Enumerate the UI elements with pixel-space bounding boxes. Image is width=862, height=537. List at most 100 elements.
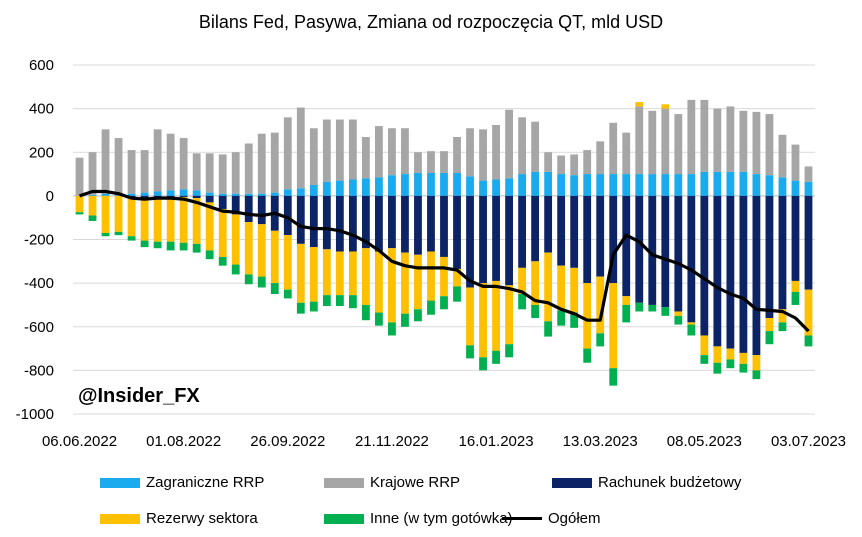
bar-inne [700, 355, 709, 364]
bar-krajowe [309, 128, 318, 185]
bar-rezerwy [127, 196, 136, 237]
bar-inne [127, 236, 136, 241]
chart-title: Bilans Fed, Pasywa, Zmiana od rozpoczęci… [198, 12, 664, 32]
bar-zagraniczne [257, 193, 266, 196]
bar-zagraniczne [648, 174, 657, 196]
bar-rezerwy [791, 280, 800, 292]
bar-rezerwy [544, 252, 553, 322]
bar-zagraniczne [674, 174, 683, 196]
legend-label: Rezerwy sektora [146, 510, 258, 527]
bar-krajowe [713, 108, 722, 172]
bar-krajowe [218, 154, 227, 194]
bar-inne [427, 300, 435, 315]
bar-krajowe [205, 153, 214, 193]
bar-zagraniczne [401, 174, 409, 196]
bar-krajowe [414, 152, 422, 173]
bar-inne [114, 231, 123, 236]
bar-rachunek [635, 195, 644, 303]
bar-inne [804, 335, 813, 347]
legend-zagraniczne: Zagraniczne RRP [100, 474, 264, 491]
bar-rezerwy [244, 222, 253, 275]
bar-rachunek [335, 195, 344, 252]
bar-rachunek [466, 195, 474, 288]
legend-swatch [100, 513, 140, 524]
y-tick-label: 600 [29, 57, 54, 74]
bar-rezerwy [296, 243, 305, 303]
bar-rachunek [765, 195, 774, 319]
y-tick-label: -200 [24, 232, 54, 249]
bar-rachunek [361, 195, 370, 249]
bar-rezerwy [153, 199, 162, 242]
bar-inne [765, 331, 774, 345]
bar-rezerwy [531, 261, 540, 305]
total-line [78, 189, 810, 333]
bar-zagraniczne [778, 177, 787, 196]
bar-rezerwy [635, 102, 644, 107]
bar-rachunek [609, 195, 618, 284]
bar-krajowe [322, 119, 331, 182]
bar-inne [479, 357, 487, 371]
bar-zagraniczne [88, 194, 97, 196]
bar-inne [739, 363, 748, 373]
bar-rezerwy [166, 198, 175, 242]
bar-inne [791, 291, 800, 305]
legend-inne: Inne (w tym gotówka) [324, 510, 513, 527]
bar-inne [778, 322, 787, 332]
bar-rachunek [804, 195, 813, 290]
bar-inne [713, 362, 722, 374]
bar-zagraniczne [518, 174, 527, 196]
bar-rachunek [596, 195, 605, 277]
bar-inne [140, 240, 149, 248]
bar-rezerwy [231, 214, 240, 265]
bar-inne [674, 315, 683, 325]
bar-krajowe [765, 114, 774, 176]
bar-zagraniczne [283, 189, 292, 196]
x-tick-label: 01.08.2022 [146, 433, 221, 450]
bar-inne [726, 359, 735, 369]
bar-zagraniczne [635, 174, 644, 196]
y-axis: 600 400 200 0 -200 -400 -600 -800 -1000 [16, 57, 54, 423]
bar-zagraniczne [140, 192, 149, 196]
bar-krajowe [388, 128, 396, 176]
bar-rachunek [140, 195, 149, 199]
bar-rachunek [531, 195, 540, 262]
bar-krajowe [270, 132, 279, 193]
bar-rezerwy [804, 289, 813, 336]
bar-zagraniczne [192, 190, 201, 196]
bar-krajowe [726, 106, 735, 172]
bar-inne [375, 312, 383, 326]
x-axis: 06.06.2022 01.08.2022 26.09.2022 21.11.2022… [42, 433, 846, 450]
bar-rezerwy [257, 224, 266, 277]
bar-krajowe [75, 157, 84, 196]
bar-inne [414, 309, 422, 322]
bar-inne [179, 242, 188, 251]
bar-krajowe [296, 107, 305, 189]
bar-inne [505, 344, 513, 358]
bar-krajowe [153, 129, 162, 192]
bar-zagraniczne [739, 171, 748, 196]
bar-rachunek [348, 195, 357, 252]
bar-zagraniczne [609, 174, 618, 196]
bar-rezerwy [518, 267, 527, 295]
bar-rachunek [453, 195, 461, 269]
bar-zagraniczne [544, 171, 553, 196]
bar-rachunek [283, 195, 292, 236]
bar-zagraniczne [335, 180, 344, 196]
bar-inne [335, 295, 344, 307]
bar-krajowe [231, 152, 240, 194]
bar-zagraniczne [375, 177, 383, 196]
y-tick-label: 200 [29, 144, 54, 161]
legend-swatch [324, 477, 364, 488]
bar-inne [544, 321, 553, 337]
bar-series [75, 99, 813, 386]
x-tick-label: 13.03.2023 [563, 433, 638, 450]
bar-krajowe [427, 151, 435, 173]
bar-rachunek [231, 195, 240, 215]
bar-krajowe [635, 106, 644, 175]
bar-zagraniczne [583, 174, 592, 196]
bar-rachunek [244, 195, 253, 223]
x-tick-label: 08.05.2023 [667, 433, 742, 450]
bar-inne [440, 296, 448, 310]
bar-krajowe [257, 133, 266, 194]
